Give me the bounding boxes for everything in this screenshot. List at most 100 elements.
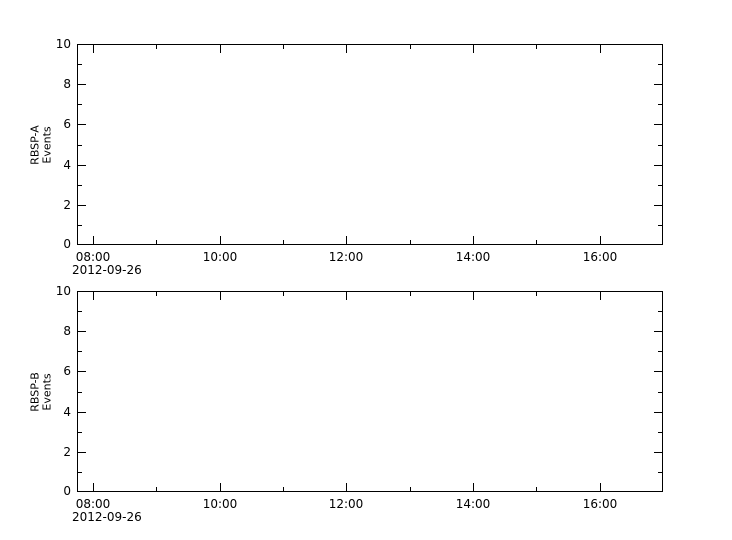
y-minor-tick-right bbox=[658, 104, 663, 105]
x-minor-tick bbox=[156, 240, 157, 245]
y-minor-tick-right bbox=[658, 145, 663, 146]
y-minor-tick-right bbox=[658, 432, 663, 433]
y-major-tick bbox=[77, 291, 86, 292]
y-major-tick-right bbox=[654, 84, 663, 85]
y-minor-tick-right bbox=[658, 185, 663, 186]
y-major-tick bbox=[77, 452, 86, 453]
y-minor-tick-right bbox=[658, 311, 663, 312]
y-tick-label: 10 bbox=[55, 37, 71, 51]
y-major-tick-right bbox=[654, 371, 663, 372]
y-tick-label: 0 bbox=[63, 484, 71, 498]
x-tick-label: 14:00 bbox=[455, 250, 491, 264]
y-tick-label: 0 bbox=[63, 237, 71, 251]
y-major-tick bbox=[77, 491, 86, 492]
y-major-tick bbox=[77, 124, 86, 125]
y-major-tick-right bbox=[654, 244, 663, 245]
y-minor-tick bbox=[77, 472, 82, 473]
y-major-tick bbox=[77, 412, 86, 413]
x-major-tick bbox=[93, 483, 94, 492]
x-major-tick bbox=[473, 483, 474, 492]
y-major-tick-right bbox=[654, 44, 663, 45]
x-major-tick-top bbox=[473, 44, 474, 53]
y-tick-label: 10 bbox=[55, 284, 71, 298]
x-minor-tick bbox=[410, 240, 411, 245]
y-tick-label: 2 bbox=[63, 198, 71, 212]
plot-frame bbox=[77, 44, 663, 245]
x-minor-tick bbox=[536, 487, 537, 492]
y-minor-tick-right bbox=[658, 351, 663, 352]
y-minor-tick bbox=[77, 104, 82, 105]
x-tick-label: 12:00 bbox=[328, 250, 364, 264]
x-major-tick bbox=[220, 236, 221, 245]
x-major-tick-top bbox=[346, 44, 347, 53]
y-minor-tick-right bbox=[658, 225, 663, 226]
x-tick-label: 12:00 bbox=[328, 497, 364, 511]
y-tick-label: 6 bbox=[63, 117, 71, 131]
y-tick-label: 4 bbox=[63, 158, 71, 172]
y-tick-label: 8 bbox=[63, 324, 71, 338]
y-minor-tick-right bbox=[658, 392, 663, 393]
x-minor-tick-top bbox=[536, 291, 537, 296]
x-major-tick bbox=[473, 236, 474, 245]
y-minor-tick bbox=[77, 351, 82, 352]
y-major-tick bbox=[77, 371, 86, 372]
y-axis-title: RBSP-B Events bbox=[28, 291, 55, 492]
y-major-tick-right bbox=[654, 452, 663, 453]
y-major-tick bbox=[77, 165, 86, 166]
y-major-tick-right bbox=[654, 331, 663, 332]
y-major-tick bbox=[77, 244, 86, 245]
x-major-tick-top bbox=[93, 291, 94, 300]
x-major-tick bbox=[346, 483, 347, 492]
x-axis-date-label: 2012-09-26 bbox=[72, 510, 142, 524]
x-axis-date-label: 2012-09-26 bbox=[72, 263, 142, 277]
x-minor-tick-top bbox=[156, 44, 157, 49]
x-minor-tick bbox=[283, 240, 284, 245]
y-tick-label: 2 bbox=[63, 445, 71, 459]
y-minor-tick bbox=[77, 145, 82, 146]
x-major-tick-top bbox=[220, 44, 221, 53]
y-tick-label: 4 bbox=[63, 405, 71, 419]
x-minor-tick bbox=[283, 487, 284, 492]
x-minor-tick-top bbox=[410, 44, 411, 49]
plot-frame bbox=[77, 291, 663, 492]
y-major-tick bbox=[77, 331, 86, 332]
x-major-tick-top bbox=[600, 44, 601, 53]
y-minor-tick bbox=[77, 225, 82, 226]
y-major-tick-right bbox=[654, 205, 663, 206]
chart-panel-rbsp-b: 08:00 2012-09-26 10:00 12:00 14:00 16:00 0 2 4 6 8… bbox=[28, 285, 663, 524]
x-minor-tick bbox=[536, 240, 537, 245]
y-minor-tick-right bbox=[658, 64, 663, 65]
y-major-tick-right bbox=[654, 412, 663, 413]
x-minor-tick-top bbox=[283, 44, 284, 49]
y-major-tick bbox=[77, 84, 86, 85]
x-tick-label: 08:00 bbox=[75, 497, 111, 511]
x-major-tick bbox=[600, 236, 601, 245]
x-major-tick bbox=[346, 236, 347, 245]
y-axis-title-line: RBSP-B bbox=[28, 371, 41, 412]
y-minor-tick bbox=[77, 185, 82, 186]
x-minor-tick-top bbox=[536, 44, 537, 49]
y-major-tick-right bbox=[654, 165, 663, 166]
chart-panel-rbsp-a: 08:00 2012-09-26 10:00 12:00 14:00 16:00 0 2 4 6 8… bbox=[28, 38, 663, 277]
x-major-tick-top bbox=[220, 291, 221, 300]
x-minor-tick bbox=[156, 487, 157, 492]
x-tick-label: 16:00 bbox=[582, 497, 618, 511]
x-minor-tick-top bbox=[410, 291, 411, 296]
x-major-tick bbox=[600, 483, 601, 492]
y-minor-tick bbox=[77, 432, 82, 433]
x-major-tick-top bbox=[346, 291, 347, 300]
x-tick-label: 10:00 bbox=[202, 250, 238, 264]
x-major-tick-top bbox=[473, 291, 474, 300]
x-tick-label: 08:00 bbox=[75, 250, 111, 264]
y-minor-tick bbox=[77, 392, 82, 393]
y-axis-title-line: Events bbox=[40, 372, 53, 411]
x-minor-tick bbox=[410, 487, 411, 492]
y-axis-title-line: Events bbox=[40, 125, 53, 164]
y-major-tick-right bbox=[654, 491, 663, 492]
y-axis-title-line: RBSP-A bbox=[28, 124, 41, 165]
y-major-tick-right bbox=[654, 291, 663, 292]
x-minor-tick-top bbox=[156, 291, 157, 296]
y-major-tick bbox=[77, 205, 86, 206]
y-tick-label: 6 bbox=[63, 364, 71, 378]
